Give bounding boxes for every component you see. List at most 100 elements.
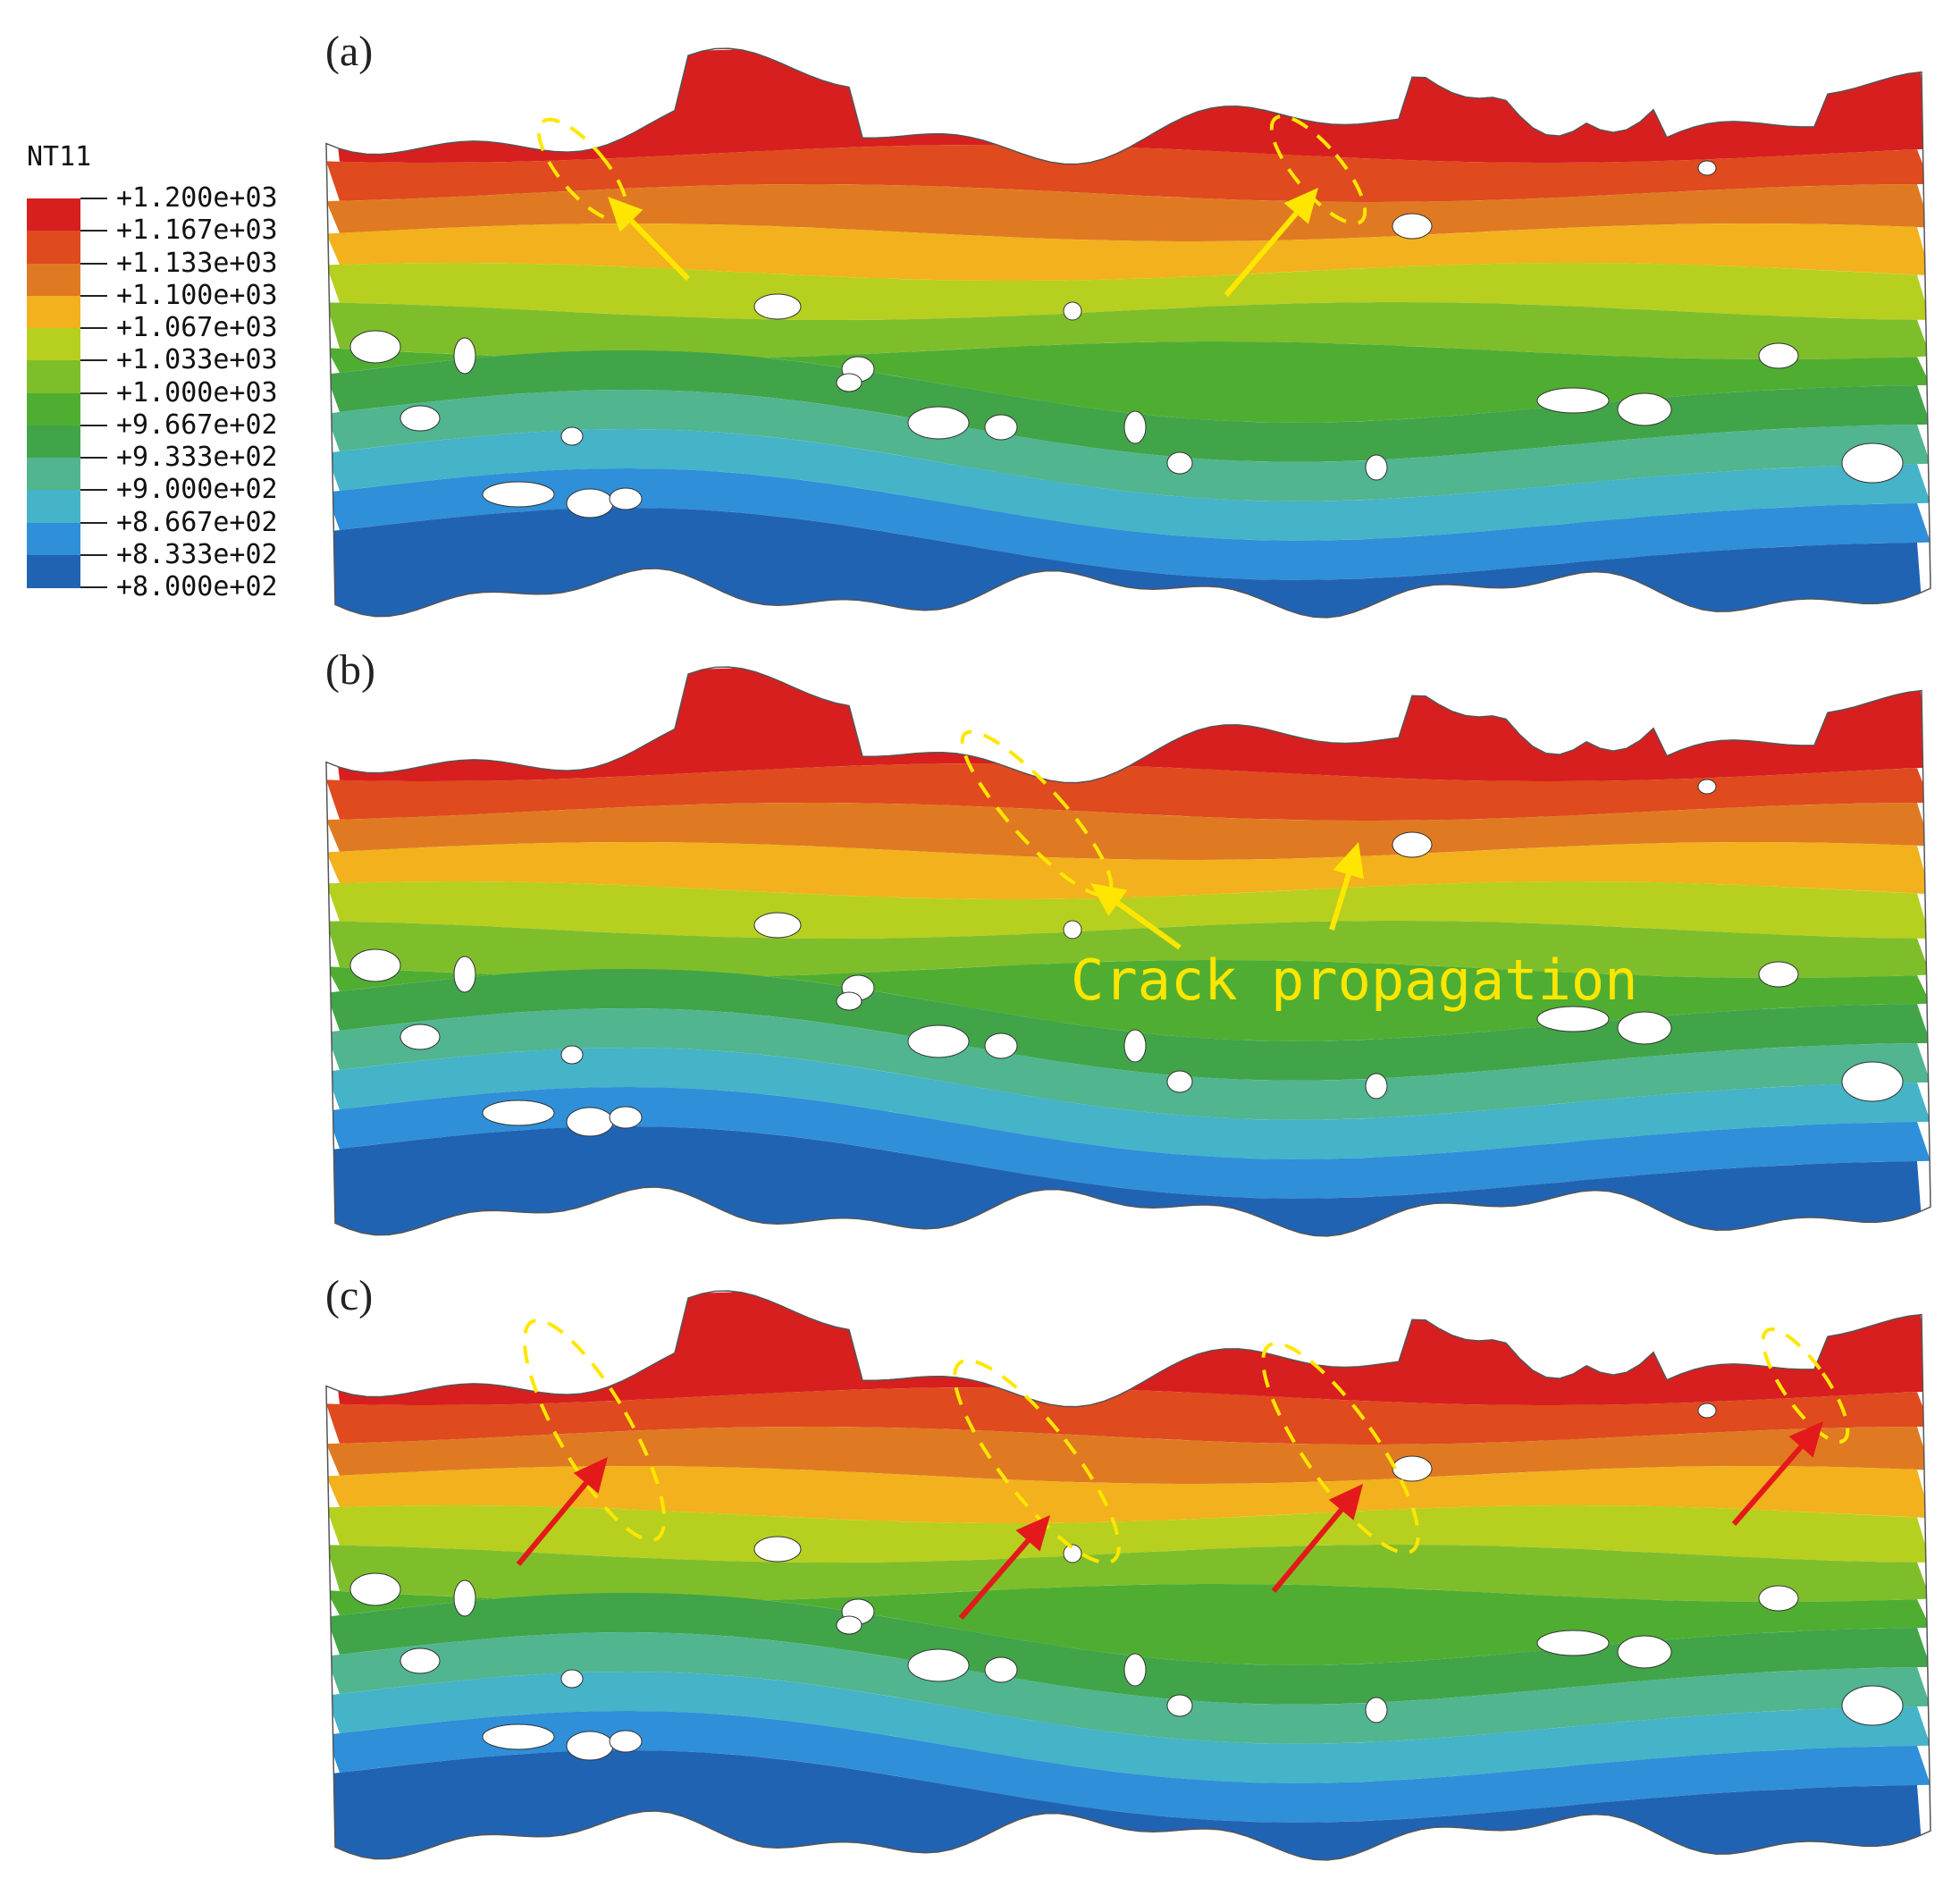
- pore: [1166, 1694, 1193, 1717]
- temperature-band: [326, 969, 1931, 1081]
- temperature-band: [326, 1087, 1931, 1199]
- legend-label: +1.000e+03: [116, 376, 278, 409]
- legend-tick: [80, 424, 107, 426]
- temperature-band: [326, 1466, 1931, 1523]
- legend-swatch: [27, 198, 80, 232]
- pore: [984, 1656, 1018, 1683]
- pore: [566, 1107, 614, 1137]
- pore: [1617, 1635, 1672, 1669]
- temperature-band: [326, 1505, 1931, 1563]
- legend-swatch: [27, 392, 80, 426]
- pore: [753, 1536, 802, 1563]
- arrow-shaft: [516, 1481, 588, 1566]
- pore: [1123, 1653, 1147, 1687]
- temperature-band: [326, 1584, 1931, 1665]
- temperature-band: [326, 341, 1931, 423]
- arrow-head: [1333, 842, 1365, 880]
- pore: [560, 1045, 584, 1065]
- temperature-band: [326, 1048, 1931, 1159]
- legend-label: +8.667e+02: [116, 506, 278, 538]
- pore: [753, 293, 802, 320]
- arrow-shaft: [958, 1538, 1030, 1620]
- arrow-shaft: [1224, 211, 1299, 297]
- legend-label: +1.167e+03: [116, 215, 278, 247]
- pore: [836, 373, 862, 392]
- temperature-band: [326, 223, 1931, 281]
- temperature-band: [326, 1750, 1931, 1860]
- temperature-band: [326, 302, 1931, 359]
- panel-label-c: (c): [325, 1272, 374, 1319]
- legend-tick: [80, 521, 107, 524]
- pore: [482, 481, 555, 508]
- pore: [1841, 1061, 1904, 1102]
- temperature-band: [326, 1593, 1931, 1705]
- legend-tick: [80, 327, 107, 329]
- arrow-head: [1283, 188, 1318, 224]
- legend-swatch: [27, 263, 80, 297]
- pore: [609, 1730, 643, 1753]
- temperature-band: [326, 1711, 1931, 1823]
- temperature-band: [326, 1632, 1931, 1744]
- pore: [1063, 920, 1082, 939]
- specimen-outline: [325, 47, 1931, 619]
- pore: [482, 1099, 555, 1126]
- legend-swatch: [27, 328, 80, 362]
- color-legend: +1.200e+03 +1.167e+03 +1.133e+03 +1.100e+03…: [27, 185, 278, 601]
- specimen-outline: [325, 666, 1931, 1237]
- legend-label: +1.200e+03: [116, 182, 278, 214]
- pore: [907, 1648, 970, 1682]
- temperature-band: [326, 429, 1931, 541]
- pore: [1392, 213, 1433, 240]
- pore: [400, 405, 441, 432]
- temperature-band: [326, 667, 1931, 781]
- temperature-band: [326, 1291, 1931, 1405]
- legend-label: +1.100e+03: [116, 279, 278, 311]
- crack-highlight-ellipse: [953, 1358, 1121, 1565]
- pore: [453, 956, 476, 993]
- pore: [1365, 1073, 1388, 1099]
- pore: [1841, 442, 1904, 484]
- temperature-band: [326, 960, 1931, 1041]
- contour-panel: [325, 47, 1931, 619]
- temperature-band: [326, 508, 1931, 618]
- pore: [753, 912, 802, 939]
- temperature-band: [326, 390, 1931, 501]
- temperature-band: [326, 1545, 1931, 1602]
- temperature-band: [326, 842, 1931, 899]
- pore: [984, 414, 1018, 441]
- legend-label: +8.000e+02: [116, 571, 278, 602]
- temperature-band: [326, 184, 1931, 241]
- legend-title: NT11: [27, 141, 92, 173]
- temperature-band: [326, 263, 1931, 320]
- legend-label: +9.667e+02: [116, 409, 278, 441]
- pore: [349, 948, 401, 982]
- pore: [400, 1647, 441, 1674]
- temperature-band: [326, 468, 1931, 580]
- crack-highlight-ellipse: [960, 729, 1114, 897]
- legend-swatch: [27, 522, 80, 556]
- pore: [1758, 961, 1799, 988]
- temperature-band: [326, 1126, 1931, 1236]
- arrow-shaft: [1271, 1508, 1343, 1593]
- legend-tick: [80, 489, 107, 492]
- pore: [1758, 1585, 1799, 1612]
- pore: [1392, 831, 1433, 858]
- pore: [1536, 1006, 1610, 1032]
- pore: [1123, 1029, 1147, 1063]
- crack-highlight-ellipse: [1761, 1327, 1850, 1444]
- pore: [1063, 301, 1082, 321]
- contour-panel: [325, 666, 1931, 1237]
- legend-tick: [80, 586, 107, 588]
- temperature-band: [326, 1387, 1931, 1445]
- pore: [1697, 160, 1717, 176]
- temperature-band: [326, 1008, 1931, 1120]
- legend-tick: [80, 457, 107, 459]
- legend-label: +1.033e+03: [116, 344, 278, 376]
- crack-highlight-ellipse: [522, 1318, 667, 1542]
- temperature-band: [326, 763, 1931, 821]
- pore: [482, 1723, 555, 1750]
- pore: [609, 1106, 643, 1129]
- pore: [400, 1024, 441, 1050]
- pore: [1617, 1011, 1672, 1045]
